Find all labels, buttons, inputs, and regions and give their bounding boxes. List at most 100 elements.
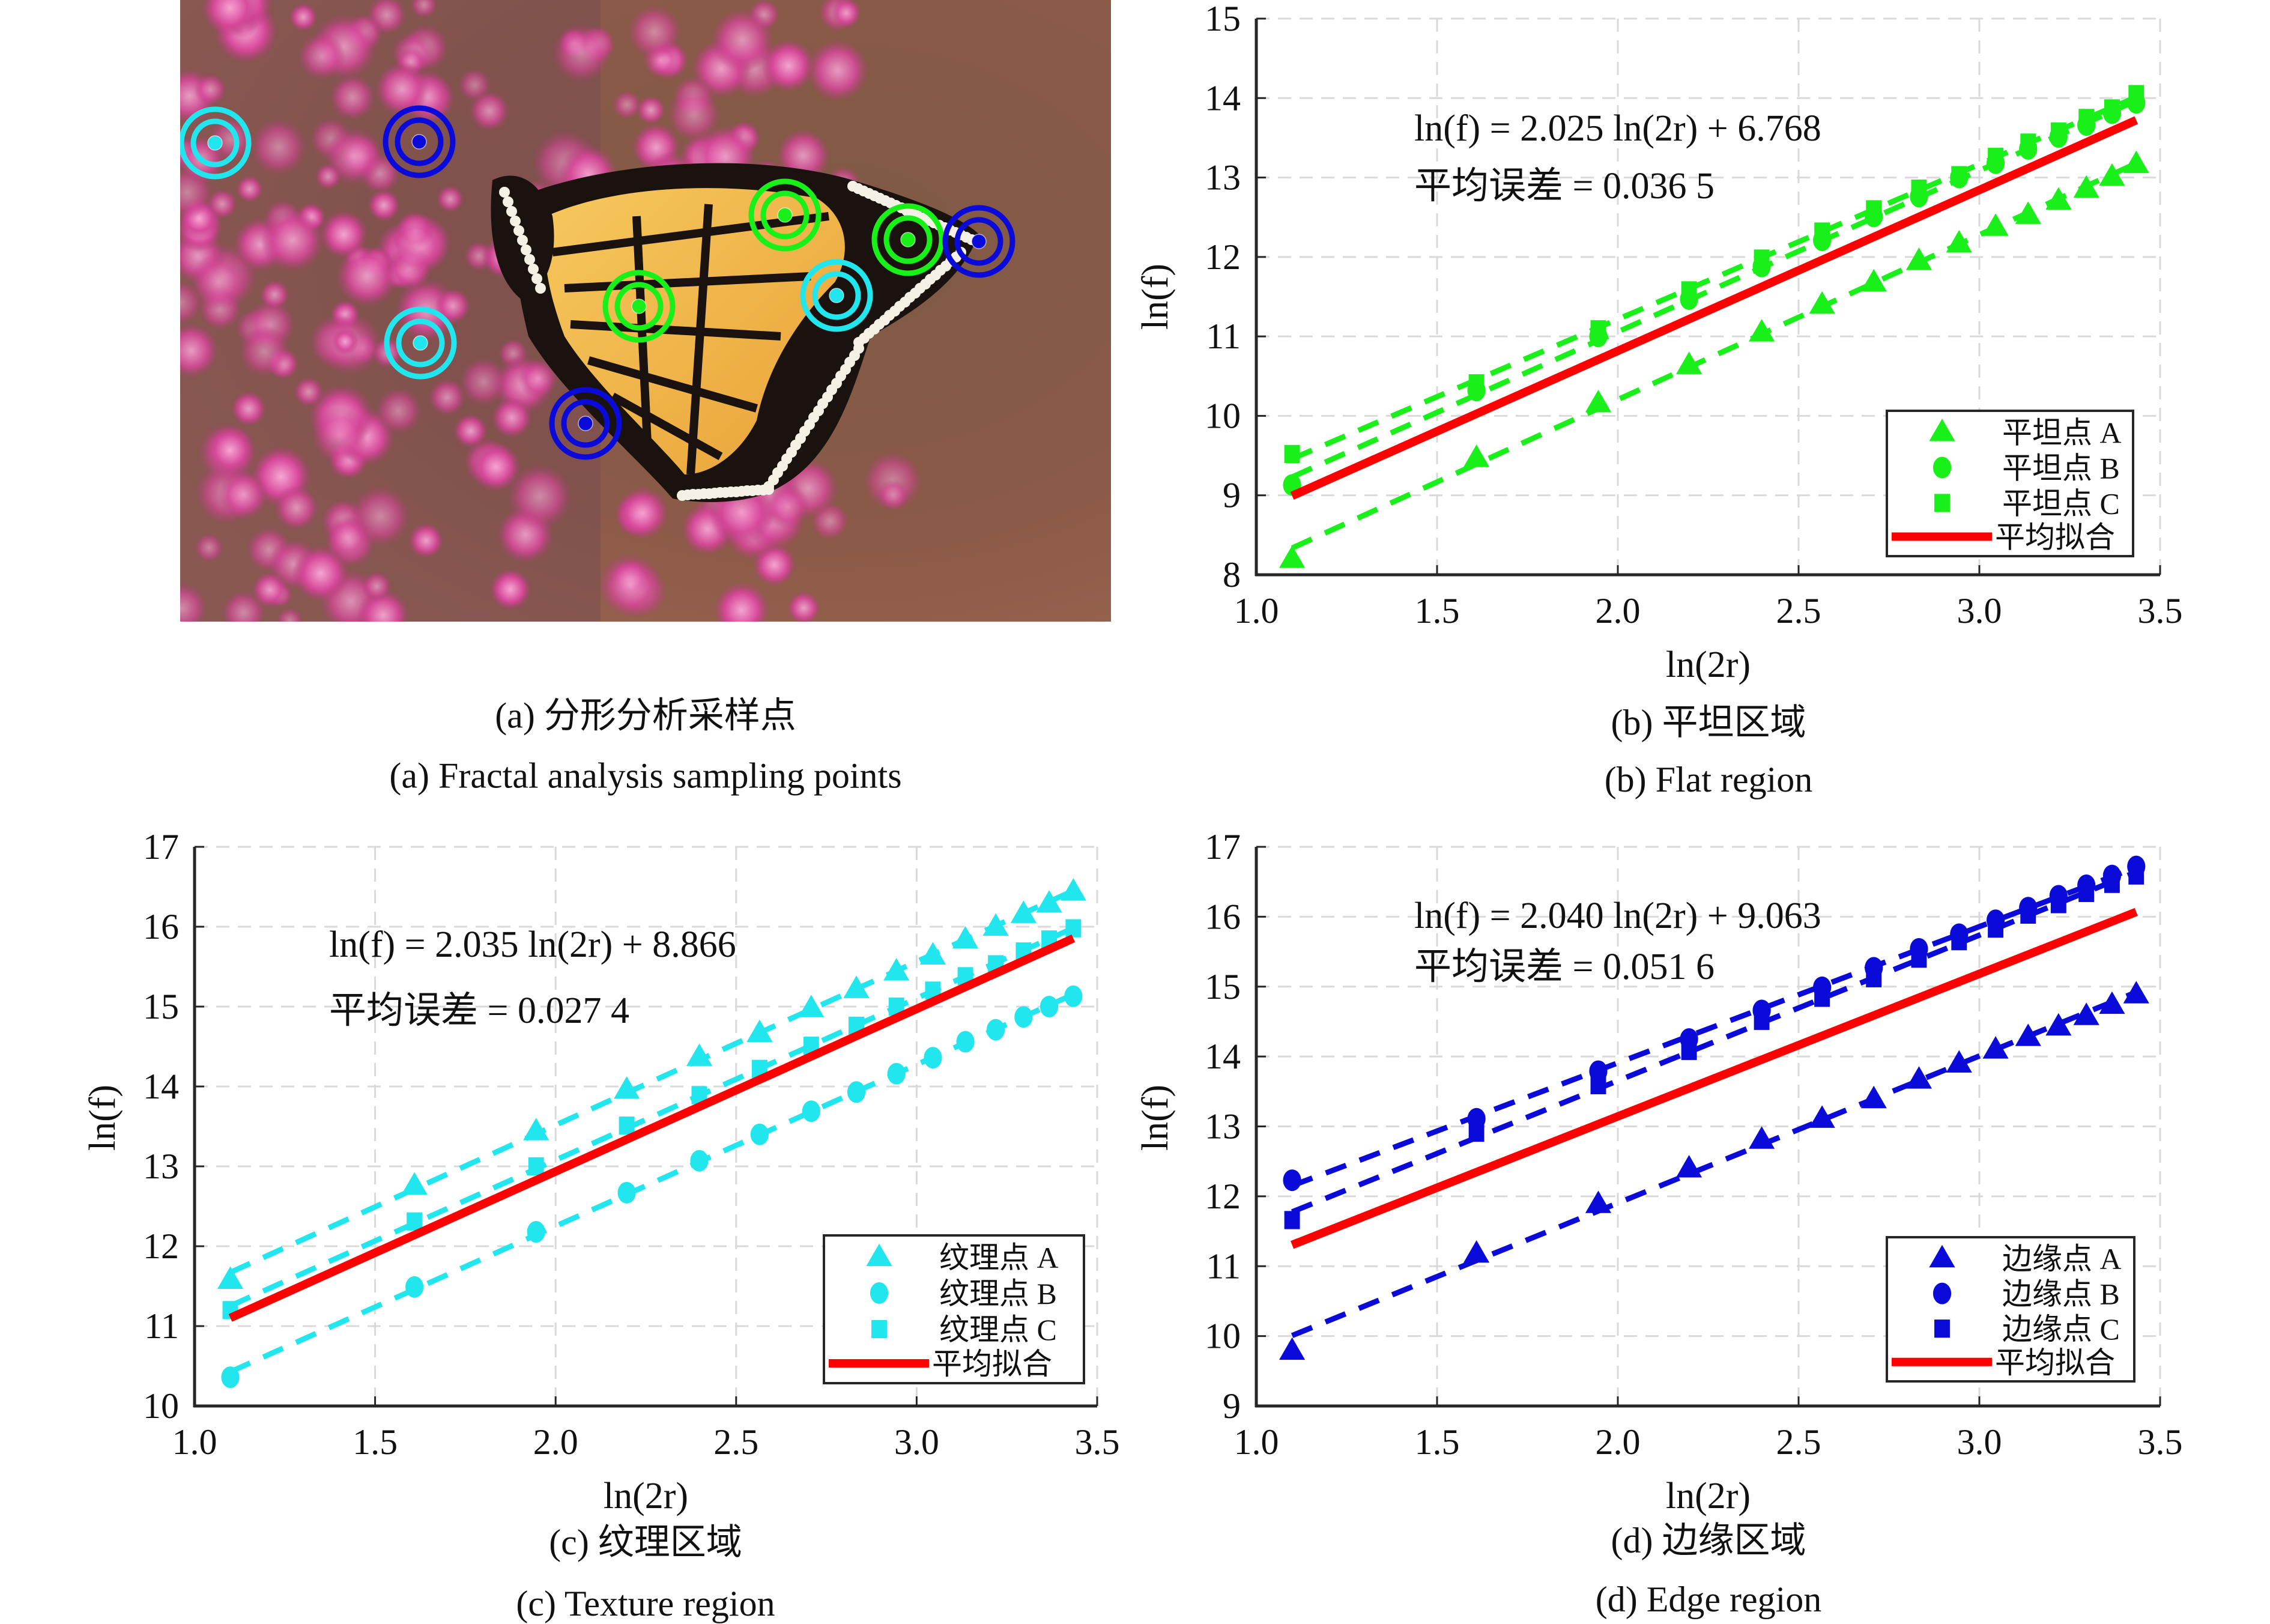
circle-marker [690,1150,709,1172]
x-tick-label: 2.5 [1776,1422,1821,1462]
y-tick-label: 10 [1205,1316,1241,1356]
legend-box [1886,1236,2135,1383]
legend-label: 平均拟合 [1995,521,2115,554]
average-fit-line [1291,907,2138,1249]
legend-label: 平均拟合 [932,1347,1052,1381]
legend-square-marker [871,1320,887,1339]
y-tick-label: 9 [1223,1386,1241,1426]
x-tick-label: 1.5 [353,1422,398,1462]
fit-equation: ln(f) = 2.025 ln(2r) + 6.768 [1414,108,1821,149]
square-marker [1866,200,1882,219]
triangle-marker [1860,268,1887,292]
triangle-marker [1036,890,1062,913]
sampling-point-marker-flat [871,203,945,276]
triangle-marker [2123,981,2149,1004]
butterfly-photo [180,0,1111,622]
triangle-marker [746,1019,773,1043]
triangle-marker [2045,187,2072,210]
square-marker [1681,281,1697,300]
series-dashed-line [1291,865,2137,1189]
sampling-markers [180,105,1015,460]
triangle-marker [919,942,946,965]
square-marker [2128,85,2144,103]
square-marker [1590,320,1606,339]
square-marker [1814,222,1830,241]
y-tick-label: 10 [143,1386,179,1426]
y-tick-label: 8 [1223,555,1241,595]
triangle-marker [1675,1155,1703,1178]
circle-marker [221,1366,240,1389]
square-marker [2050,122,2066,141]
square-marker [1284,1211,1300,1229]
y-tick-label: 15 [143,987,179,1026]
legend-label: 平坦点 A [2002,416,2122,449]
legend-label: 平坦点 B [2002,451,2120,485]
x-tick-label: 3.5 [2138,591,2183,631]
x-tick-label: 3.0 [1957,1422,2002,1462]
triangle-marker [1748,1126,1775,1149]
legend-label: 平坦点 C [2002,486,2120,520]
triangle-marker [1946,1050,1972,1073]
sampling-point-marker-edge [383,105,456,178]
mean-error-label: 平均误差 = 0.036 5 [1414,166,1715,207]
average-fit-line [1290,116,2138,500]
triangle-marker [883,958,910,981]
legend-label: 纹理点 B [939,1277,1057,1310]
square-marker [1468,1123,1485,1142]
legend-square-marker [1934,494,1950,512]
square-marker [1754,1011,1770,1030]
caption-b-en: (b) Flat region [1605,760,1813,799]
triangle-marker [1809,1105,1835,1128]
average-fit-line [228,935,1076,1322]
caption-b-cn: (b) 平坦区域 [1611,703,1806,742]
circle-marker [956,1031,975,1053]
triangle-marker [2015,1023,2041,1046]
square-marker [1911,179,1927,198]
square-marker [2020,133,2036,152]
square-marker [1988,148,2004,166]
series-square [1284,85,2144,464]
series-triangle [217,878,1086,1289]
circle-marker [1064,985,1083,1007]
sampling-point-marker-flat [748,178,822,252]
series-triangle [1279,981,2149,1360]
legend-square-marker [1934,1320,1950,1338]
legend-label: 纹理点 C [939,1313,1057,1347]
triangle-marker [1946,230,1972,253]
y-tick-label: 12 [1205,237,1241,277]
caption-c-cn: (c) 纹理区域 [549,1522,742,1562]
chart-panel-b: 1.0 1.5 2.0 2.5 3.0 3.5 8 9 10 11 12 13 14 15 ln(2r) ln… [1135,0,2182,799]
x-tick-label: 1.0 [1234,591,1279,631]
y-tick-label: 16 [1205,897,1241,936]
caption-d-en: (d) Edge region [1596,1580,1822,1619]
y-tick-label: 17 [1205,827,1241,867]
triangle-marker [1463,444,1490,467]
triangle-marker [2099,991,2125,1014]
triangle-marker [1060,878,1086,901]
triangle-marker [2073,1002,2099,1025]
fit-equation: ln(f) = 2.040 ln(2r) + 9.063 [1414,895,1821,936]
legend-triangle-marker [1929,419,1955,441]
legend-label: 平均拟合 [1995,1346,2115,1380]
fit-equation: ln(f) = 2.035 ln(2r) + 8.866 [329,924,736,965]
square-marker [1988,920,2004,938]
triangle-marker [2015,201,2041,224]
triangle-marker [1585,1190,1612,1213]
caption-a-en: (a) Fractal analysis sampling points [389,756,902,796]
triangle-marker [1675,351,1703,374]
triangle-marker [2073,175,2099,198]
triangle-marker [2045,1013,2072,1036]
sampling-point-marker-edge [549,387,622,460]
square-marker [1911,950,1927,968]
circle-marker [527,1221,545,1243]
triangle-marker [401,1172,428,1195]
caption-a-cn: (a) 分形分析采样点 [495,695,796,736]
triangle-marker [843,975,870,998]
y-tick-label: 13 [1205,1107,1241,1147]
butterfly [491,163,979,502]
triangle-marker [1860,1085,1887,1109]
square-marker [1814,989,1830,1007]
square-marker [1951,932,1967,951]
